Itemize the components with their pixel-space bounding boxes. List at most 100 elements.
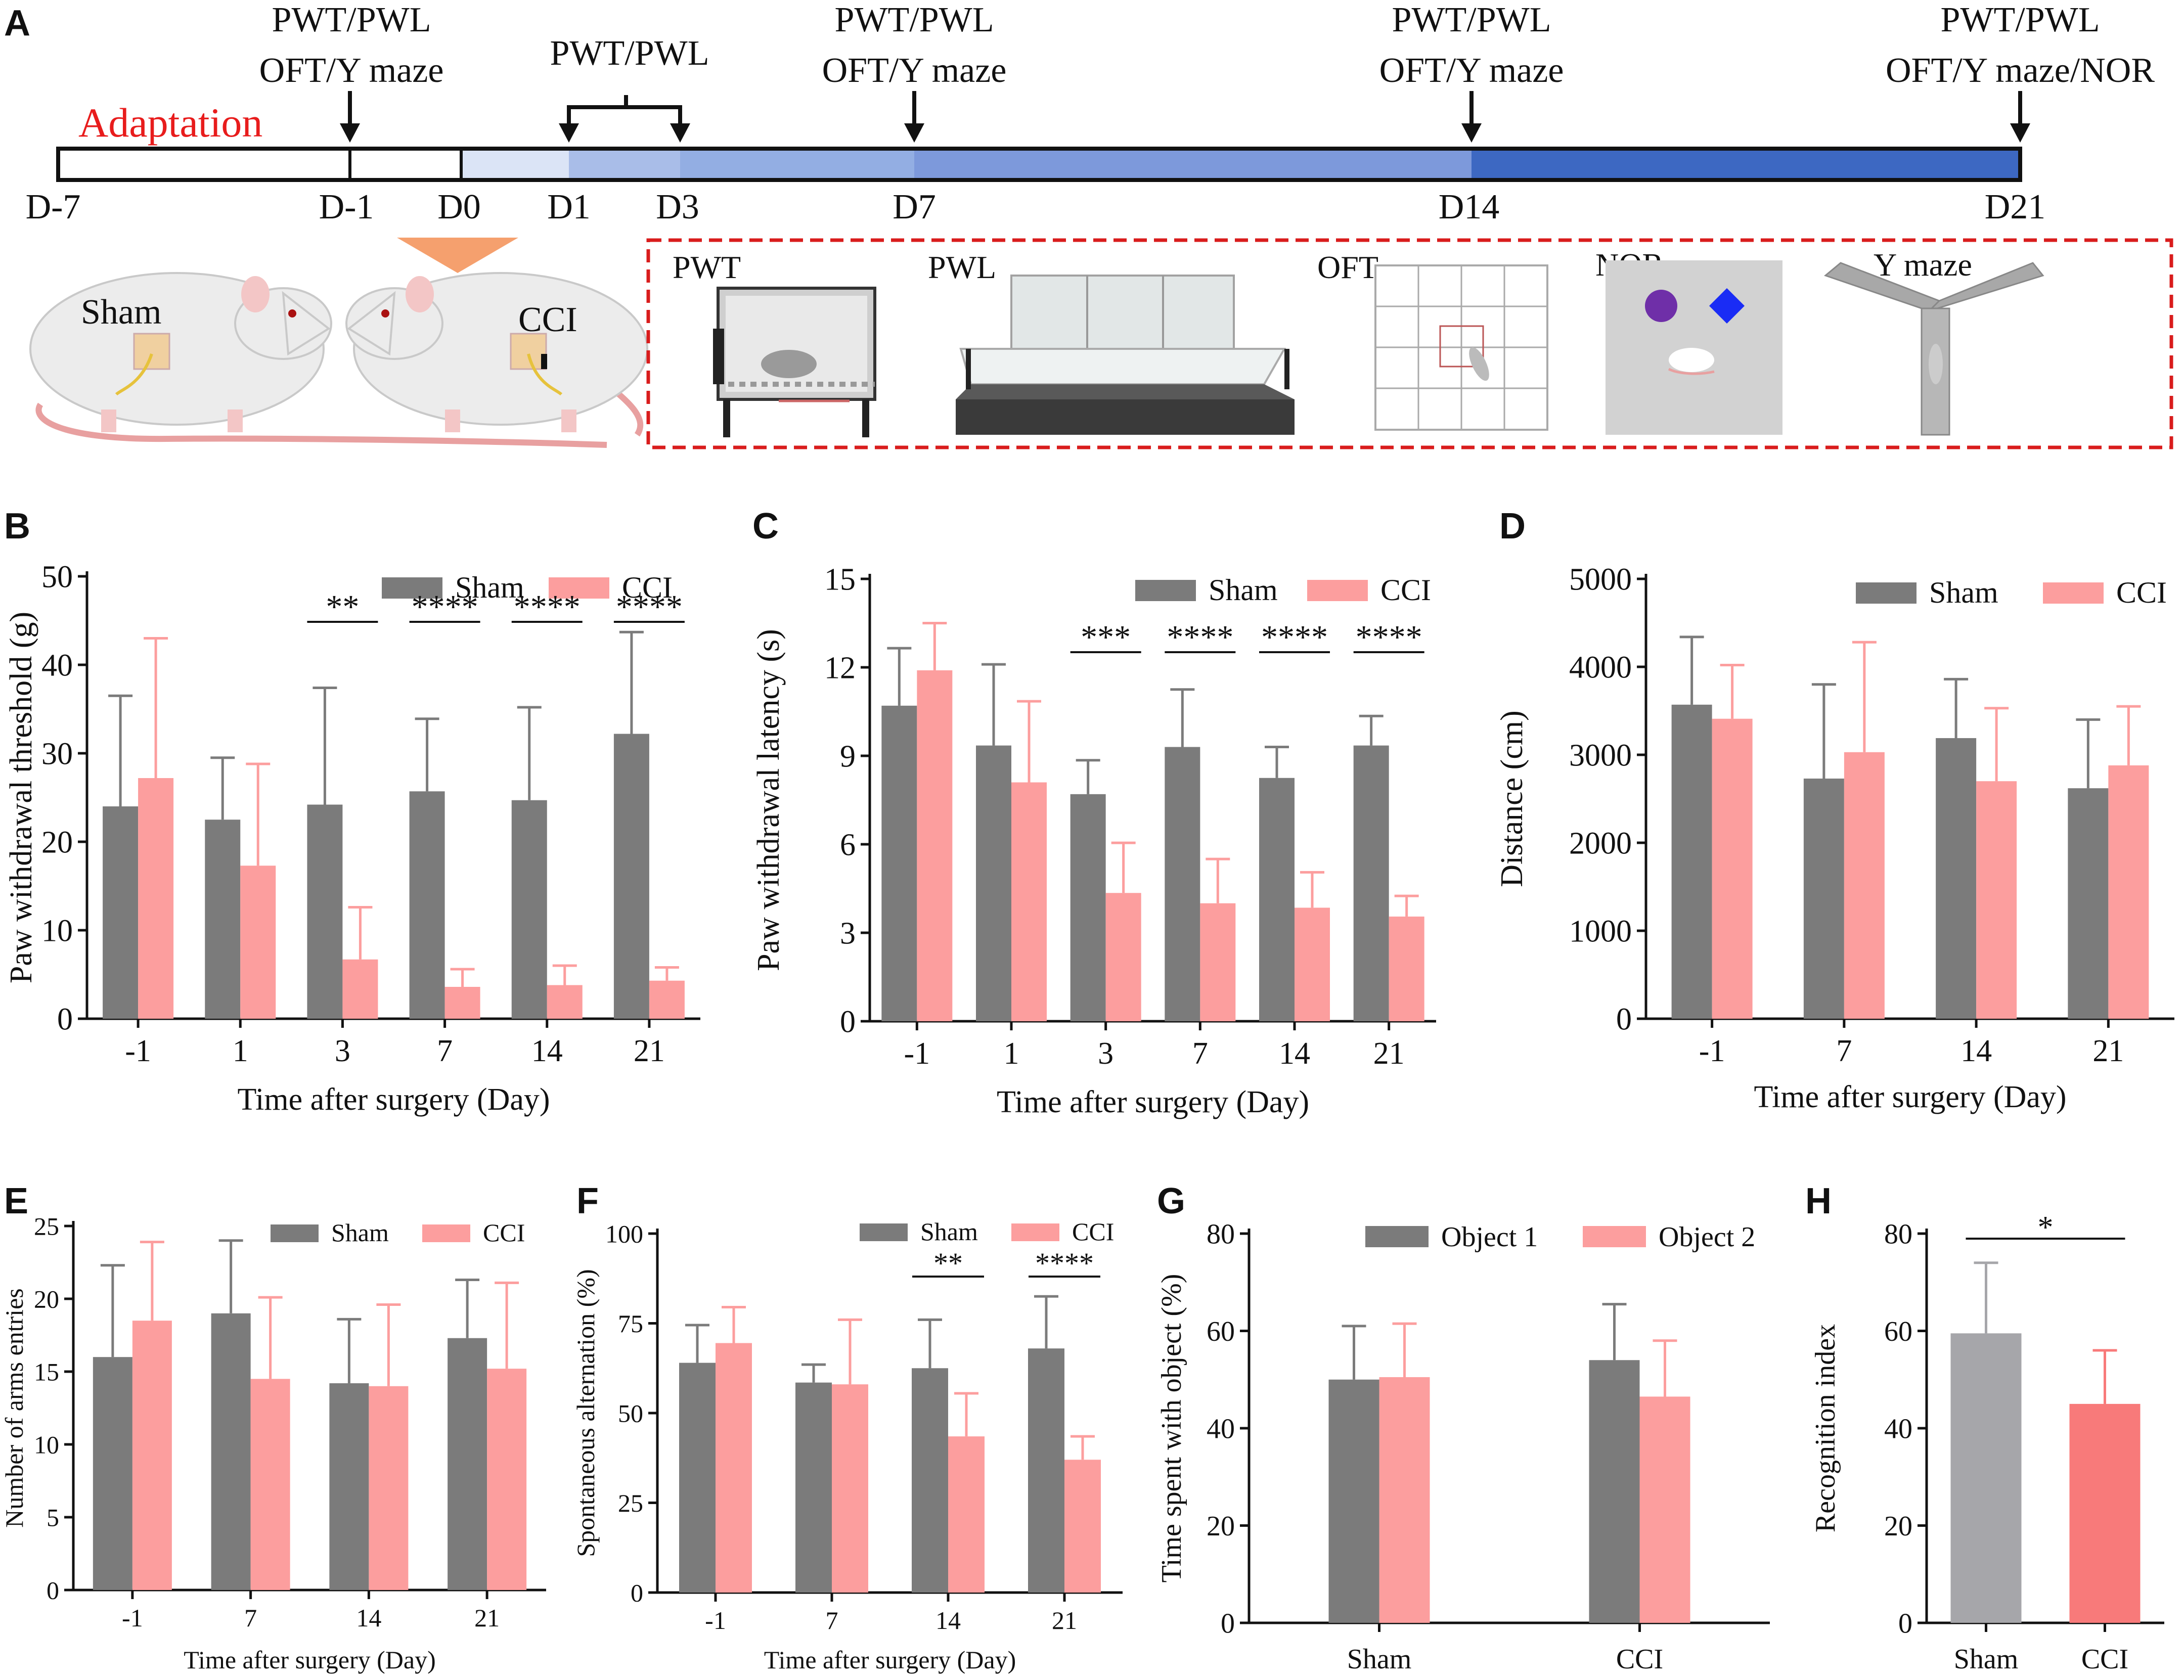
pwt-apparatus-icon [713, 287, 876, 437]
bar-sham-7 [409, 791, 445, 1019]
timeline-bar [56, 147, 2022, 182]
test-label-d21-line1: PWT/PWL [1941, 1, 2100, 39]
sham-rat-label: Sham [81, 293, 161, 332]
bar-cci-1 [240, 866, 276, 1019]
legend-swatch-0 [1135, 580, 1196, 601]
tick-d21: D21 [1985, 188, 2046, 226]
tick-d14: D14 [1439, 188, 1500, 226]
bar-recognition-index-Sham [1950, 1333, 2022, 1623]
bar-sham--1 [1671, 704, 1712, 1019]
bar-sham-14 [329, 1383, 369, 1590]
x-tick-label: 7 [244, 1604, 257, 1632]
x-tick-label: -1 [705, 1606, 726, 1634]
bar-sham-14 [1259, 778, 1295, 1021]
arrow-d3 [670, 123, 690, 143]
arrow-d7 [904, 91, 924, 143]
panel-label-g: G [1157, 1181, 1185, 1221]
arrow-d21 [2010, 91, 2030, 143]
y-tick-label: 40 [41, 649, 73, 683]
legend-swatch-0 [1856, 582, 1916, 604]
test-name-ymaze: Y maze [1874, 247, 1972, 283]
bar-sham-3 [307, 804, 343, 1019]
panel-label-a: A [4, 3, 30, 43]
x-tick-label: 14 [531, 1034, 563, 1068]
bar-cci-21 [1064, 1460, 1101, 1593]
legend-label-0: Sham [455, 571, 524, 604]
bar-sham-3 [1070, 794, 1106, 1021]
y-maze-icon [1823, 262, 2044, 436]
y-tick-label: 0 [47, 1576, 59, 1605]
bar-cci-7 [1200, 903, 1236, 1021]
x-tick-label: 7 [437, 1034, 453, 1068]
significance-label: **** [1167, 619, 1233, 656]
x-tick-label: -1 [122, 1604, 143, 1632]
x-tick-label: 14 [1960, 1034, 1992, 1068]
y-tick-label: 0 [1898, 1608, 1912, 1640]
bar-cci--1 [917, 670, 953, 1021]
significance-label: **** [412, 588, 478, 625]
legend-swatch-1 [422, 1224, 470, 1242]
y-tick-label: 25 [34, 1212, 59, 1241]
bar-cci-14 [547, 985, 583, 1019]
legend-label-0: Sham [1209, 573, 1278, 607]
bar-object-1-Sham [1328, 1379, 1379, 1623]
panel-label-h: H [1805, 1181, 1832, 1221]
y-tick-label: 40 [1884, 1414, 1912, 1445]
bar-cci-7 [250, 1379, 290, 1590]
y-tick-label: 6 [840, 828, 856, 862]
arrow-d1 [559, 123, 579, 143]
bar-object-2-Sham [1379, 1377, 1430, 1623]
y-axis-label: Recognition index [1810, 1324, 1841, 1532]
bar-cci-14 [1976, 781, 2017, 1019]
y-tick-label: 15 [34, 1358, 59, 1386]
bar-cci-14 [369, 1386, 409, 1590]
bar-sham-7 [795, 1382, 832, 1593]
x-tick-label: 3 [335, 1034, 350, 1068]
test-label-d14-line1: PWT/PWL [1392, 1, 1551, 39]
bar-cci-21 [487, 1369, 527, 1590]
test-label-d21-line2: OFT/Y maze/NOR [1886, 51, 2155, 90]
test-label-d7-line2: OFT/Y maze [822, 51, 1007, 90]
bar-cci-7 [1844, 752, 1885, 1019]
y-tick-label: 5000 [1569, 563, 1632, 597]
bar-sham--1 [881, 705, 917, 1021]
y-tick-label: 0 [840, 1005, 856, 1039]
x-tick-label: 21 [1052, 1606, 1077, 1634]
legend-swatch-1 [1583, 1226, 1646, 1247]
y-tick-label: 15 [824, 563, 856, 597]
bar-cci--1 [716, 1343, 752, 1593]
test-name-pwl: PWL [928, 249, 996, 285]
significance-label: **** [1261, 619, 1328, 656]
bar-sham--1 [93, 1357, 132, 1590]
x-axis-label: Time after surgery (Day) [1754, 1080, 2066, 1114]
y-axis-label: Number of arms entries [0, 1288, 28, 1527]
y-tick-label: 30 [41, 737, 73, 771]
y-tick-label: 0 [57, 1003, 73, 1037]
y-tick-label: 0 [1221, 1608, 1235, 1640]
x-axis-label: Time after surgery (Day) [184, 1646, 436, 1674]
x-axis-label: Time after surgery (Day) [997, 1085, 1309, 1119]
x-tick-label: 7 [1836, 1034, 1852, 1068]
x-tick-label: 1 [1004, 1036, 1019, 1071]
legend-label-1: CCI [2116, 576, 2167, 609]
legend-swatch-1 [1011, 1223, 1059, 1241]
test-name-oft: OFT [1317, 249, 1378, 285]
x-tick-label: -1 [125, 1034, 151, 1068]
bar-cci-21 [649, 980, 685, 1019]
legend-label-0: Object 1 [1441, 1221, 1538, 1253]
bar-sham-21 [448, 1338, 487, 1590]
legend-label-0: Sham [331, 1218, 389, 1247]
bar-sham-7 [1165, 747, 1200, 1021]
chart-time-with-object: 0 20 40 60 80 Time spent with object (%) Sham C… [1156, 1219, 1770, 1675]
bar-sham-14 [912, 1368, 948, 1593]
y-tick-label: 100 [605, 1220, 643, 1248]
x-tick-label: 14 [356, 1604, 381, 1632]
tick-d0: D0 [437, 188, 481, 226]
bar-sham-14 [1936, 738, 1977, 1019]
bar-sham-1 [205, 820, 241, 1019]
y-tick-label: 60 [1884, 1316, 1912, 1347]
x-tick-label: Sham [1347, 1644, 1412, 1675]
sham-rat-icon [29, 272, 607, 448]
y-tick-label: 50 [618, 1399, 643, 1428]
